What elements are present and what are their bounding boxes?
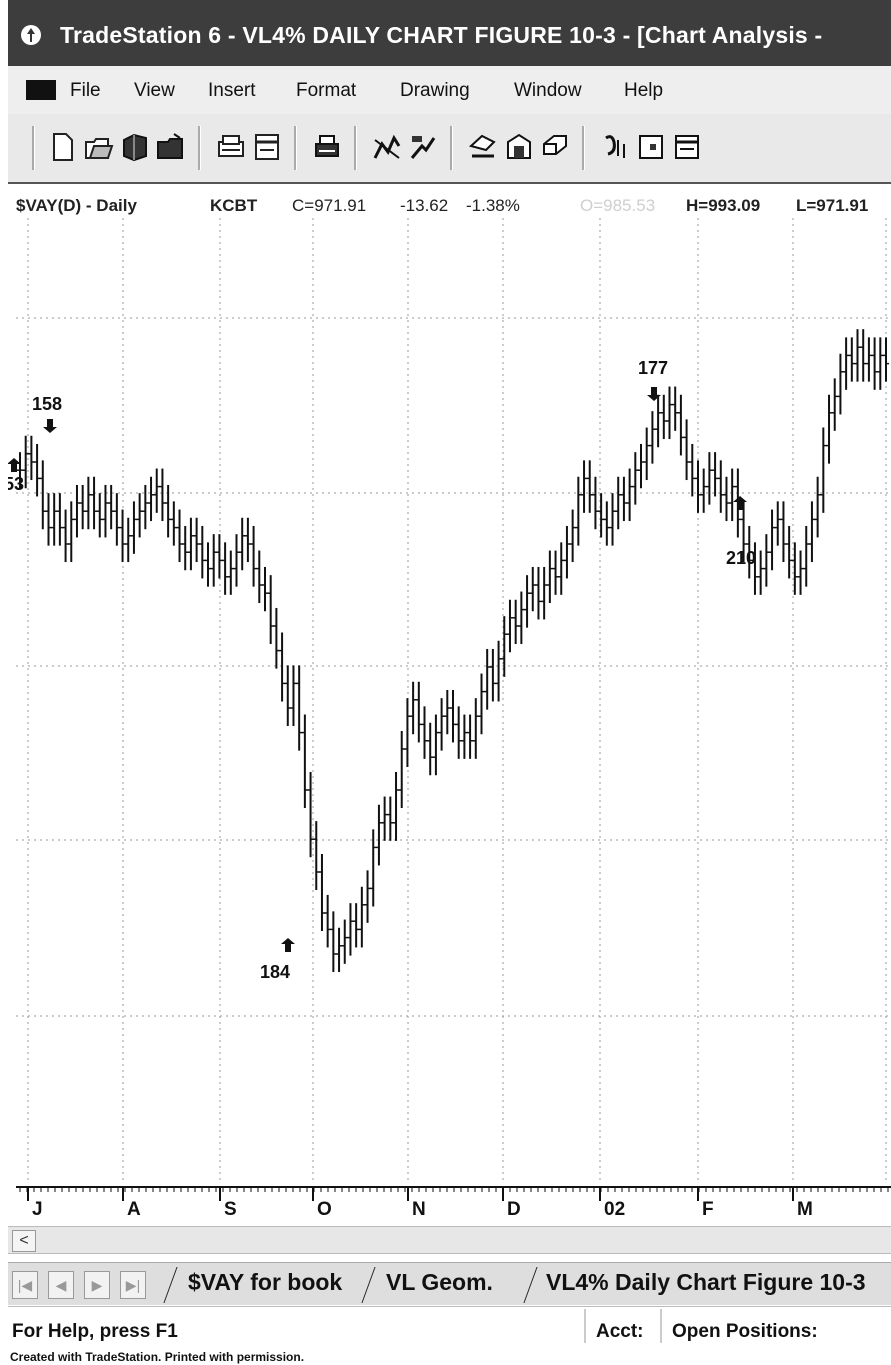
first-tab-icon[interactable]: |◀ xyxy=(12,1271,38,1299)
format-window-icon[interactable] xyxy=(540,132,570,162)
credit-line: Created with TradeStation. Printed with … xyxy=(10,1350,304,1364)
open-value: O=985.53 xyxy=(580,196,655,216)
quote-bar: $VAY(D) - Daily KCBT C=971.91 -13.62 -1.… xyxy=(8,184,891,218)
menu-view[interactable]: View xyxy=(134,80,175,102)
last-tab-icon[interactable]: ▶| xyxy=(120,1271,146,1299)
toolbar-separator xyxy=(582,126,585,170)
annotation-label: 158 xyxy=(32,394,62,414)
menu-help[interactable]: Help xyxy=(624,80,663,102)
scroll-left-button[interactable]: < xyxy=(12,1230,36,1252)
price-chart[interactable]: 158 53 184 177 210 J A S O N D 02 F M xyxy=(8,218,891,1224)
menu-format[interactable]: Format xyxy=(296,80,356,102)
title-bar: TradeStation 6 - VL4% DAILY CHART FIGURE… xyxy=(8,0,891,66)
close-value: C=971.91 xyxy=(292,196,366,216)
x-tick-label: O xyxy=(317,1199,332,1220)
x-tick-label: 02 xyxy=(604,1199,625,1220)
tab-divider xyxy=(163,1267,177,1303)
menu-insert[interactable]: Insert xyxy=(208,80,256,102)
status-divider xyxy=(660,1309,662,1343)
insert-symbol-icon[interactable] xyxy=(600,132,630,162)
print-icon[interactable] xyxy=(312,132,342,162)
workspace-icon[interactable] xyxy=(120,132,150,162)
x-tick-label: M xyxy=(797,1199,813,1220)
data-window-icon[interactable] xyxy=(672,132,702,162)
format-icon[interactable] xyxy=(468,132,498,162)
x-tick-label: A xyxy=(127,1199,141,1220)
properties-icon[interactable] xyxy=(504,132,534,162)
acct-label: Acct: xyxy=(596,1321,644,1343)
x-tick-label: J xyxy=(32,1199,43,1220)
toolbar-separator xyxy=(450,126,453,170)
folder-icon[interactable] xyxy=(156,132,186,162)
tab-vay-for-book[interactable]: $VAY for book xyxy=(188,1269,342,1296)
annotation-label: 53 xyxy=(8,474,24,494)
percent-change-value: -1.38% xyxy=(466,196,520,216)
annotation-label: 210 xyxy=(726,548,756,568)
help-text: For Help, press F1 xyxy=(12,1321,178,1343)
arrow-up-icon xyxy=(733,496,747,510)
tab-divider xyxy=(361,1267,375,1303)
page-setup-icon[interactable] xyxy=(252,132,282,162)
exchange-label: KCBT xyxy=(210,196,257,216)
x-tick-label: D xyxy=(507,1199,521,1220)
menu-window[interactable]: Window xyxy=(514,80,582,102)
toolbar-separator xyxy=(32,126,35,170)
toolbar-separator xyxy=(354,126,357,170)
status-divider xyxy=(584,1309,586,1343)
new-icon[interactable] xyxy=(48,132,78,162)
menu-bar: File View Insert Format Drawing Window H… xyxy=(8,66,891,115)
tab-divider xyxy=(523,1267,537,1303)
menu-file[interactable]: File xyxy=(70,80,101,102)
next-tab-icon[interactable]: ▶ xyxy=(84,1271,110,1299)
toolbar-separator xyxy=(198,126,201,170)
workspace-tabs: |◀ ◀ ▶ ▶| $VAY for book VL Geom. VL4% Da… xyxy=(8,1262,891,1305)
status-bar: For Help, press F1 Acct: Open Positions: xyxy=(8,1306,891,1347)
x-tick-label: S xyxy=(224,1199,237,1220)
x-tick-label: N xyxy=(412,1199,426,1220)
open-positions-label: Open Positions: xyxy=(672,1321,818,1343)
window-title: TradeStation 6 - VL4% DAILY CHART FIGURE… xyxy=(60,22,822,49)
app-logo-icon xyxy=(20,24,42,46)
arrow-down-icon xyxy=(43,419,57,433)
toolbar xyxy=(8,114,891,184)
open-icon[interactable] xyxy=(84,132,114,162)
menu-drawing[interactable]: Drawing xyxy=(400,80,470,102)
low-value: L=971.91 xyxy=(796,196,868,216)
change-value: -13.62 xyxy=(400,196,448,216)
annotation-label: 177 xyxy=(638,358,668,378)
high-value: H=993.09 xyxy=(686,196,760,216)
prev-tab-icon[interactable]: ◀ xyxy=(48,1271,74,1299)
document-icon[interactable] xyxy=(26,80,56,100)
tab-vl-geom[interactable]: VL Geom. xyxy=(386,1269,493,1296)
window-icon[interactable] xyxy=(636,132,666,162)
x-tick-label: F xyxy=(702,1199,714,1220)
insert-drawing-icon[interactable] xyxy=(408,132,438,162)
annotation-label: 184 xyxy=(260,962,290,982)
print-preview-icon[interactable] xyxy=(216,132,246,162)
tradestation-window: TradeStation 6 - VL4% DAILY CHART FIGURE… xyxy=(8,0,891,1345)
toolbar-separator xyxy=(294,126,297,170)
arrow-up-icon xyxy=(281,938,295,952)
symbol-label: $VAY(D) - Daily xyxy=(16,196,137,216)
horizontal-scrollbar[interactable]: < xyxy=(8,1226,891,1254)
insert-analysis-icon[interactable] xyxy=(372,132,402,162)
tab-vl4-daily-chart[interactable]: VL4% Daily Chart Figure 10-3 xyxy=(546,1269,866,1296)
